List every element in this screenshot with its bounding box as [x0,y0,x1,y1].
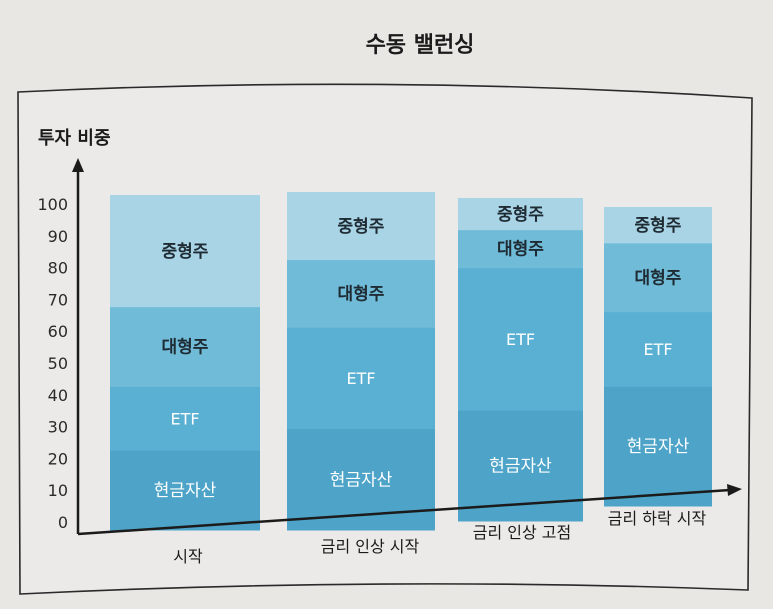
y-tick-label-3: 30 [48,418,68,437]
y-tick-label-8: 80 [48,259,68,278]
bar-segment-0-1 [287,428,435,531]
x-tick-label-3: 금리 하락 시작 [608,509,707,528]
bar-label-2-2: 대형주 [497,239,544,260]
x-tick-label-0: 시작 [173,547,203,566]
bar-segment-2-2 [458,229,583,269]
bar-label-1-0: ETF [170,409,199,428]
y-tick-label-0: 0 [58,513,68,532]
bar-label-0-0: 현금자산 [154,481,217,501]
y-tick-label-5: 50 [48,354,68,373]
bar-segment-3-1 [287,192,435,261]
bar-segment-0-3 [604,386,712,507]
bar-segment-1-3 [604,311,712,387]
y-axis-label: 투자 비중 [38,128,111,149]
bar-label-0-1: 현금자산 [330,470,393,490]
y-ticks-group: 0 10 20 30 40 50 60 70 80 90 100 [37,195,68,532]
bar-label-0-3: 현금자산 [627,437,690,457]
x-tick-label-2: 금리 인상 고점 [473,523,572,542]
bar-label-1-3: ETF [643,340,672,359]
x-axis-arrow-icon [727,484,742,496]
y-tick-label-4: 40 [48,386,68,405]
bar-label-3-0: 중형주 [162,241,209,262]
bar-label-0-2: 현금자산 [489,457,552,477]
x-axis-line [77,488,731,536]
bar-segment-1-1 [287,327,435,430]
bar-label-2-0: 대형주 [162,337,209,358]
bar-segment-2-0 [110,306,260,387]
y-tick-label-1: 10 [48,481,68,500]
bar-label-2-3: 대형주 [635,267,682,288]
y-axis-arrow-icon [72,158,84,172]
y-tick-label-6: 60 [48,322,68,341]
bar-segment-1-2 [458,267,583,411]
chart-title: 수동 밸런싱 [366,33,475,58]
bar-segment-2-1 [287,259,435,328]
y-tick-label-9: 90 [48,227,68,246]
bar-segment-3-0 [110,195,260,308]
bar-label-2-1: 대형주 [338,283,385,304]
x-labels-group: 시작 금리 인상 시작 금리 인상 고점 금리 하락 시작 [173,509,706,566]
y-tick-label-10: 100 [37,195,68,214]
bar-segment-1-0 [110,386,260,451]
bar-label-1-2: ETF [506,330,535,349]
y-tick-label-7: 70 [48,290,68,309]
bar-segment-0-0 [110,450,260,531]
bar-label-3-1: 중형주 [338,216,385,237]
bar-label-3-3: 중형주 [635,215,682,236]
bar-segment-2-3 [604,242,712,313]
bars-group [110,192,712,531]
bar-segment-3-3 [604,207,712,244]
bar-label-3-2: 중형주 [497,204,544,225]
x-tick-label-1: 금리 인상 시작 [321,537,420,556]
y-tick-label-2: 20 [48,449,68,468]
bar-segment-3-2 [458,198,583,231]
bar-label-1-1: ETF [346,369,375,388]
